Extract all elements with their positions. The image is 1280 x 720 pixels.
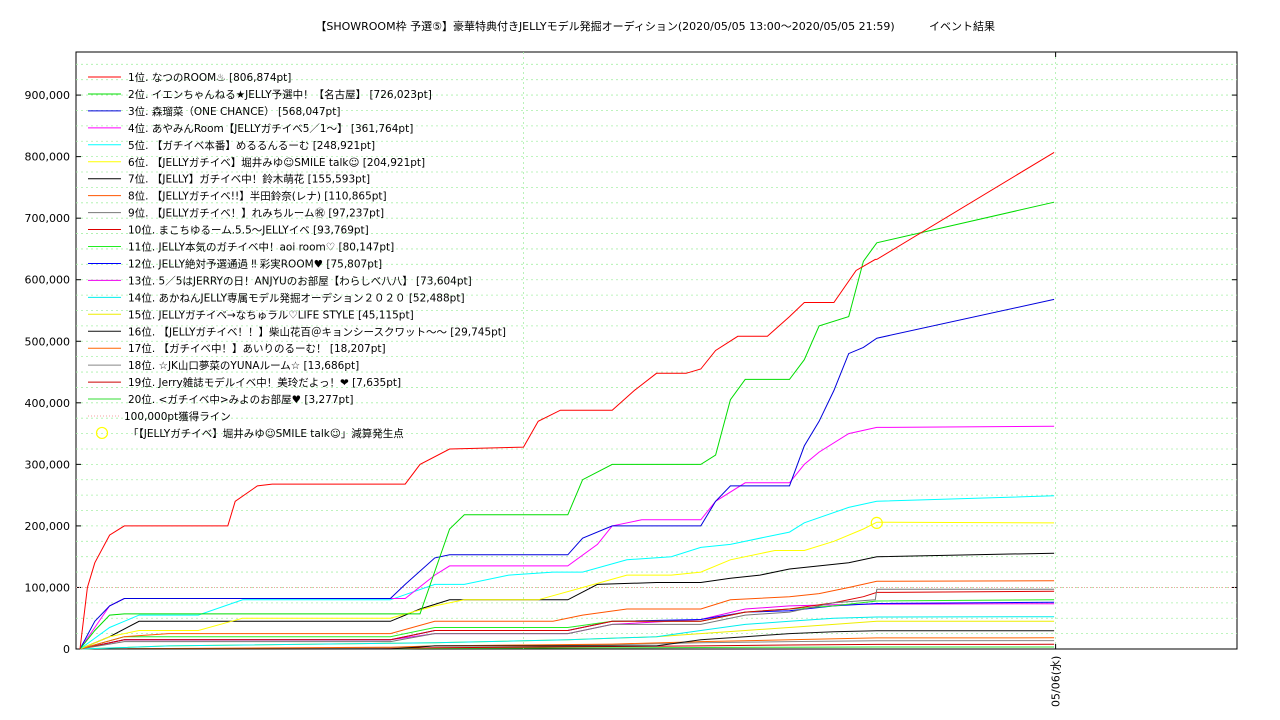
y-axis-ticks: 0 100,000 200,000 300,000 400,000 500,000 600,…	[25, 89, 1237, 656]
plot-area	[75, 51, 1238, 650]
legend-swatch-marker	[95, 426, 109, 440]
y-tick-label: 0	[63, 643, 70, 656]
y-tick-label: 600,000	[25, 274, 71, 287]
legend-label: 5位. 【ガチイベ本番】めるるんるーむ [248,921pt]	[128, 139, 375, 152]
series-line-1	[79, 151, 1055, 650]
legend-label: 1位. なつのROOM♨ [806,874pt]	[128, 71, 291, 84]
legend-label: 6位. 【JELLYガチイベ】堀井みゆ☺SMILE talk☺ [204,921…	[128, 156, 425, 169]
series-line-5	[79, 495, 1055, 650]
series-line-7	[79, 552, 1055, 650]
x-tick-label: 05/06(水)	[1050, 656, 1063, 707]
series-line-3	[79, 298, 1055, 650]
series-line-14	[79, 616, 1055, 650]
legend-label: 8位. 【JELLYガチイベ!!】半田鈴奈(レナ) [110,865pt]	[128, 190, 387, 203]
legend-label: 16位. 【JELLYガチイベ！！】柴山花百＠キョンシースクワット〜〜 [29,…	[128, 325, 506, 338]
legend-label: 20位. <ガチイベ中>みよのお部屋♥ [3,277pt]	[128, 393, 353, 406]
legend-label: 10位. まこちゆるーム.5.5〜JELLYイベ [93,769pt]	[128, 224, 369, 237]
legend-label: 13位. 5／5はJERRYの日！ANJYUのお部屋【わらしべ八八】 [73,6…	[128, 274, 472, 287]
y-tick-label: 200,000	[25, 520, 71, 533]
legend-label: 19位. Jerry雑誌モデルイベ中！美玲だよっ！❤ [7,635pt]	[128, 376, 401, 389]
legend-label-threshold: 100,000pt獲得ライン	[124, 410, 231, 423]
legend-label: 14位. あかねんJELLY専属モデル発掘オーデション２０２０ [52,488p…	[128, 291, 465, 304]
legend-label: 15位. JELLYガチイベ→なちゅラル♡LIFE STYLE [45,115p…	[128, 308, 414, 321]
legend-label: 9位. 【JELLYガチイベ！】れみちルーム㊗ [97,237pt]	[128, 207, 384, 220]
legend: 1位. なつのROOM♨ [806,874pt] 2位. イエンちゃんねる★JEL…	[88, 71, 506, 440]
y-tick-label: 400,000	[25, 397, 71, 410]
marker-point	[870, 516, 883, 529]
series-line-9	[79, 588, 1055, 650]
legend-label: 3位. 森瑠菜（ONE CHANCE） [568,047pt]	[128, 105, 340, 118]
legend-label: 18位. ☆JK山口夢菜のYUNAルーム☆ [13,686pt]	[128, 359, 359, 372]
legend-label: 11位. JELLY本気のガチイベ中！aoi room♡ [80,147pt]	[128, 241, 394, 254]
series-line-2	[79, 201, 1055, 650]
series-line-8	[79, 580, 1055, 650]
grid-lines	[76, 52, 1237, 649]
legend-label: 4位. あやみんRoom【JELLYガチイベ5／1〜】 [361,764pt]	[128, 122, 413, 135]
chart-subtitle: イベント結果	[929, 19, 995, 33]
series-line-16	[80, 630, 1055, 650]
y-tick-label: 500,000	[25, 335, 71, 348]
y-tick-label: 800,000	[25, 151, 71, 164]
series-line-17	[79, 637, 1055, 650]
marker-group	[870, 516, 883, 529]
y-tick-label: 100,000	[25, 581, 71, 594]
x-axis-ticks: 05/06(水)	[1050, 52, 1063, 707]
y-tick-label: 700,000	[25, 212, 71, 225]
legend-label-marker: 「【JELLYガチイベ】堀井みゆ☺SMILE talk☺」減算発生点	[128, 427, 404, 440]
legend-label: 2位. イエンちゃんねる★JELLY予選中！【名古屋】 [726,023pt]	[128, 88, 432, 101]
y-tick-label: 900,000	[25, 89, 71, 102]
series-line-6	[79, 521, 1055, 650]
y-tick-label: 300,000	[25, 458, 71, 471]
legend-label: 7位. 【JELLY】ガチイベ中！鈴木萌花 [155,593pt]	[128, 173, 370, 186]
legend-label: 17位. 【ガチイベ中！】あいりのるーむ！ [18,207pt]	[128, 342, 386, 355]
chart-title: 【SHOWROOM枠 予選⑤】豪華特典付きJELLYモデル発掘オーディション(2…	[315, 19, 894, 33]
series-line-10	[79, 590, 1055, 650]
series-lines	[79, 151, 1055, 650]
legend-label: 12位. JELLY絶対予選通過 ‼ 彩実ROOM♥ [75,807pt]	[128, 257, 382, 270]
